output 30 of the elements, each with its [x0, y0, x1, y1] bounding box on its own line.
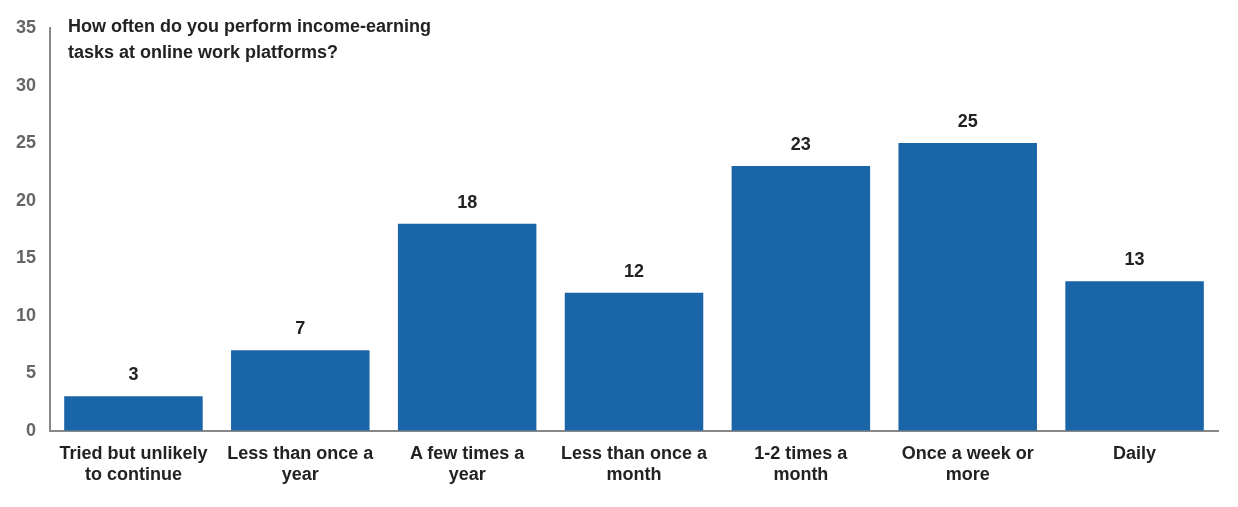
chart-title: How often do you perform income-earning tasks at online work platforms? — [68, 15, 432, 62]
x-tick-label: Tried but unlikely to continue — [59, 442, 208, 485]
data-label: 3 — [128, 364, 139, 385]
y-tick-label: 10 — [15, 304, 37, 325]
x-tick-label: A few times a year — [409, 442, 526, 485]
x-tick-label: Less than once a year — [227, 442, 375, 485]
data-label: 12 — [624, 260, 645, 281]
y-tick-label: 15 — [15, 247, 37, 268]
bar — [898, 143, 1037, 431]
y-tick-label: 35 — [15, 16, 37, 37]
y-tick-label: 0 — [26, 419, 37, 440]
bar — [397, 223, 537, 431]
bar — [231, 350, 370, 431]
y-tick-label: 30 — [15, 74, 37, 95]
x-tick-label: Once a week or more — [901, 442, 1034, 485]
bar — [64, 396, 203, 431]
x-tick-label: 1-2 times a month — [754, 442, 849, 485]
bar — [1065, 281, 1204, 431]
data-label: 18 — [457, 191, 478, 212]
x-tick-label: Less than once a month — [560, 442, 709, 485]
bar — [564, 292, 704, 431]
y-tick-label: 5 — [26, 362, 37, 383]
x-tick-label: Daily — [1113, 442, 1157, 463]
bar — [731, 166, 871, 431]
y-tick-label: 25 — [15, 132, 37, 153]
data-label: 13 — [1124, 249, 1145, 270]
y-tick-label: 20 — [15, 189, 37, 210]
data-label: 25 — [957, 111, 978, 132]
data-label: 7 — [295, 318, 306, 339]
data-label: 23 — [790, 134, 811, 155]
